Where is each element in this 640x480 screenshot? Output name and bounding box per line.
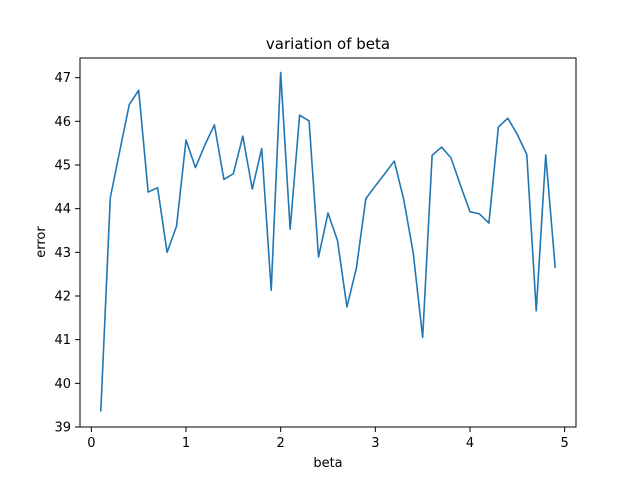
series-line xyxy=(99,71,557,412)
y-tick-label: 44 xyxy=(54,202,71,217)
x-tick-label: 4 xyxy=(466,436,474,451)
axes-frame xyxy=(79,57,577,428)
y-tick-label: 39 xyxy=(54,421,71,436)
x-tick-label: 3 xyxy=(371,436,379,451)
y-tick-label: 41 xyxy=(54,333,71,348)
chart-title: variation of beta xyxy=(266,35,390,53)
x-tick-label: 2 xyxy=(277,436,285,451)
y-tick-label: 46 xyxy=(54,115,71,130)
x-tick-label: 5 xyxy=(561,436,569,451)
y-tick-label: 45 xyxy=(54,158,71,173)
y-axis-label: error xyxy=(34,226,49,258)
y-tick-label: 42 xyxy=(54,289,71,304)
y-tick-label: 40 xyxy=(54,377,71,392)
y-tick-label: 43 xyxy=(54,246,71,261)
y-tick-label: 47 xyxy=(54,71,71,86)
x-tick-label: 1 xyxy=(182,436,190,451)
plot-area xyxy=(99,71,557,412)
x-tick-label: 0 xyxy=(87,436,95,451)
x-axis-label: beta xyxy=(313,456,342,471)
